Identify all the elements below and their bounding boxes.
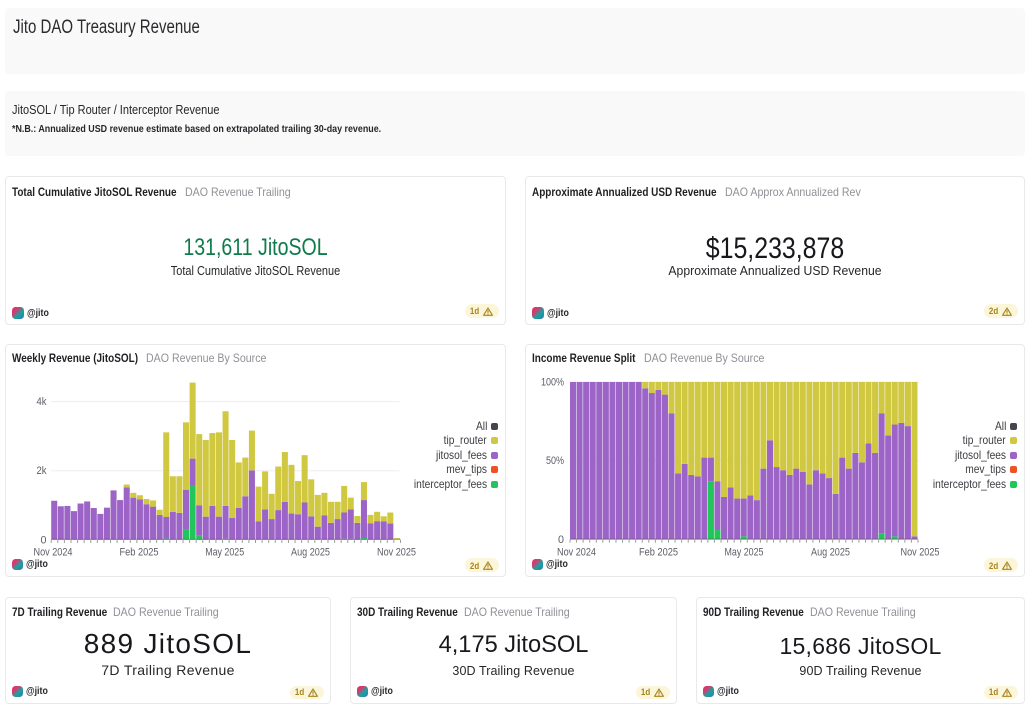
- svg-text:Aug 2025: Aug 2025: [291, 547, 330, 559]
- svg-text:50%: 50%: [546, 455, 564, 467]
- svg-text:Nov 2024: Nov 2024: [34, 547, 73, 559]
- svg-text:Feb 2025: Feb 2025: [120, 547, 159, 559]
- svg-text:Nov 2024: Nov 2024: [557, 547, 596, 559]
- svg-text:Aug 2025: Aug 2025: [811, 547, 850, 559]
- svg-text:Nov 2025: Nov 2025: [377, 547, 416, 559]
- svg-text:0: 0: [558, 534, 564, 546]
- svg-text:0: 0: [41, 534, 47, 546]
- svg-text:4k: 4k: [37, 396, 47, 408]
- svg-text:Nov 2025: Nov 2025: [901, 547, 940, 559]
- svg-text:May 2025: May 2025: [205, 547, 244, 559]
- svg-text:Feb 2025: Feb 2025: [639, 547, 678, 559]
- svg-text:May 2025: May 2025: [725, 547, 764, 559]
- svg-text:100%: 100%: [541, 377, 564, 389]
- svg-text:2k: 2k: [37, 465, 47, 477]
